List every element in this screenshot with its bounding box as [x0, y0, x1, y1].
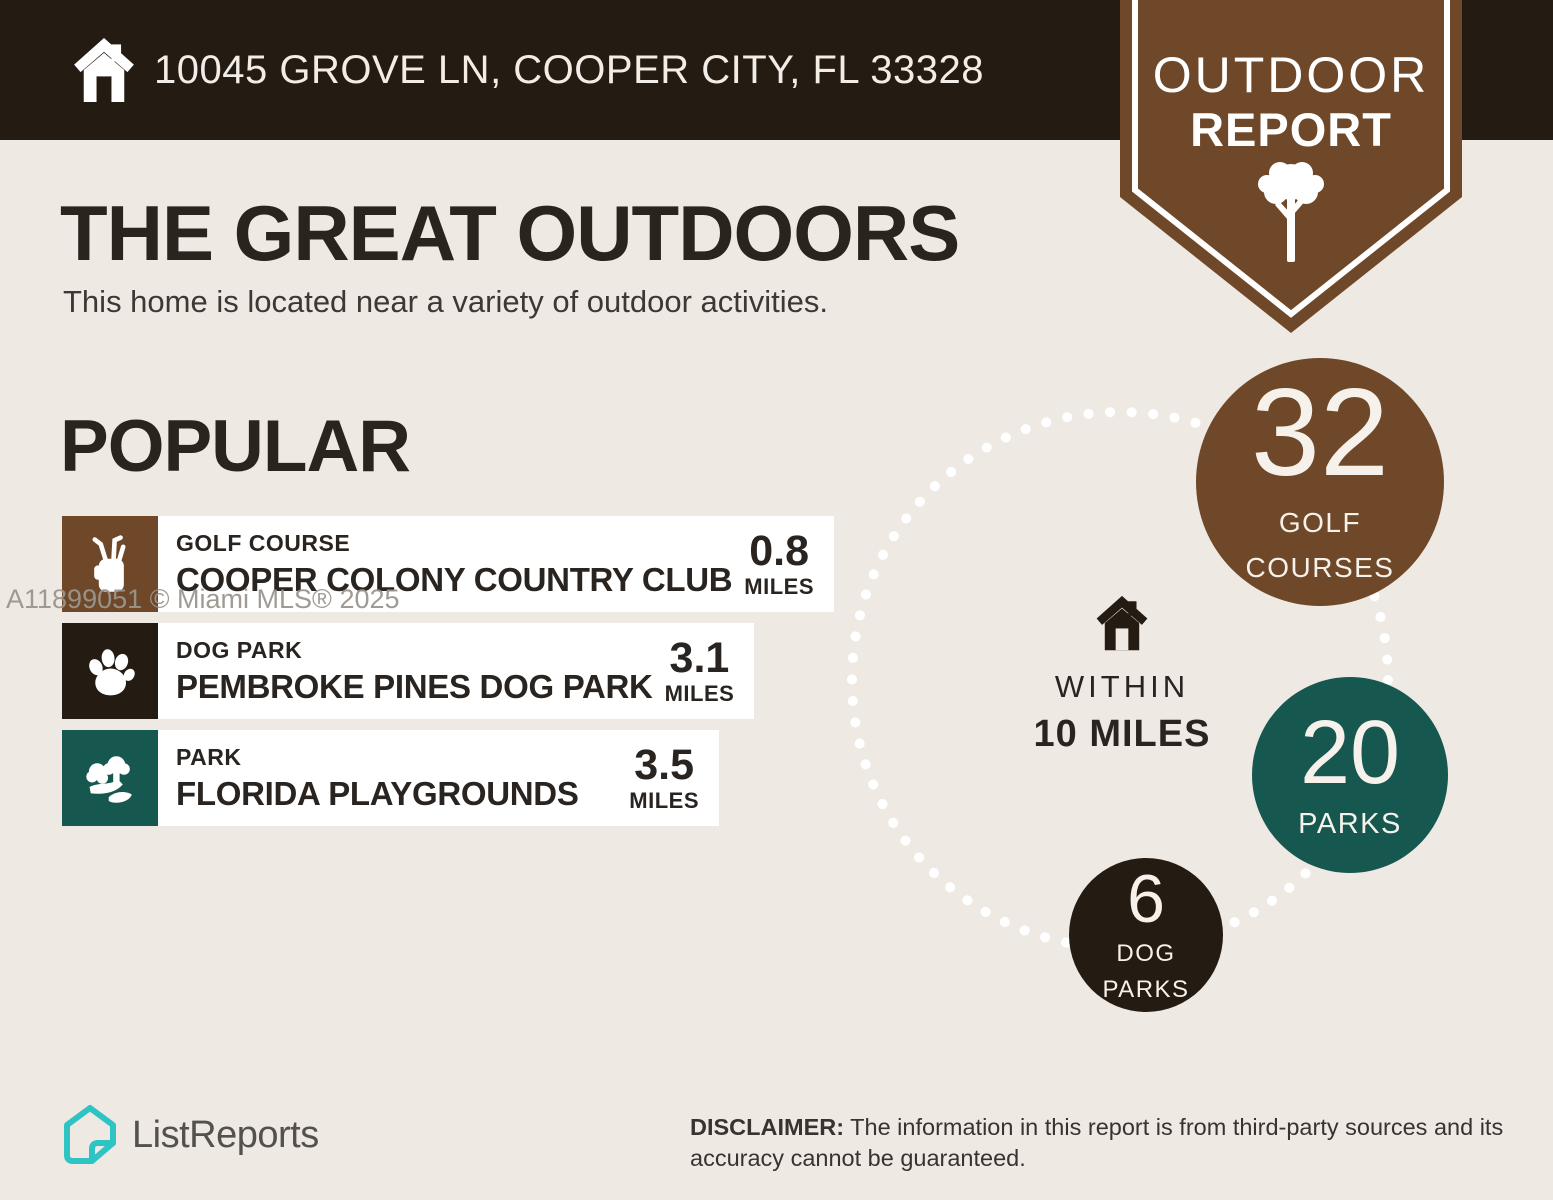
- stat-value: 32: [1251, 364, 1389, 502]
- stat-label-line: PARKS: [1102, 976, 1190, 1003]
- badge-title-line2: REPORT: [1190, 103, 1392, 156]
- listreports-logo: ListReports: [62, 1104, 319, 1166]
- disclaimer: DISCLAIMER: The information in this repo…: [690, 1112, 1510, 1174]
- disclaimer-line2: accuracy cannot be guaranteed.: [690, 1145, 1026, 1172]
- stat-label-line: PARKS: [1298, 807, 1402, 840]
- distance-unit: MILES: [664, 681, 735, 706]
- distance-value: 3.1: [669, 634, 730, 682]
- distance-value: 3.5: [634, 741, 695, 789]
- paw-icon: [62, 623, 158, 719]
- list-item-dog-park: DOG PARK PEMBROKE PINES DOG PARK 3.1 MIL…: [62, 623, 755, 719]
- listreports-icon: [64, 1105, 116, 1164]
- distance-unit: MILES: [629, 788, 699, 813]
- disclaimer-label: DISCLAIMER:: [690, 1114, 845, 1140]
- distance-unit: MILES: [744, 574, 815, 599]
- stat-label-line: COURSES: [1245, 552, 1395, 583]
- home-icon: [1096, 595, 1148, 651]
- item-distance: 0.8 MILES: [744, 530, 814, 598]
- property-address: 10045 GROVE LN, COOPER CITY, FL 33328: [154, 47, 984, 92]
- page-subtitle: This home is located near a variety of o…: [63, 284, 829, 319]
- mls-watermark: A11899051 © Miami MLS® 2025: [6, 584, 400, 614]
- stat-circle-parks: 20 PARKS: [1252, 677, 1448, 873]
- item-distance: 3.5 MILES: [629, 744, 699, 812]
- playground-icon: [62, 730, 158, 826]
- stat-value: 6: [1127, 861, 1165, 937]
- stat-label-line: GOLF: [1278, 507, 1362, 538]
- list-item-golf-course: GOLF COURSE COOPER COLONY COUNTRY CLUB 0…: [62, 516, 835, 612]
- item-name: FLORIDA PLAYGROUNDS: [176, 774, 579, 812]
- disclaimer-line1: The information in this report is from t…: [850, 1114, 1504, 1140]
- item-category: GOLF COURSE: [176, 529, 351, 556]
- badge-title-line1: OUTDOOR: [1153, 47, 1430, 103]
- outdoor-report-badge: OUTDOOR REPORT: [1120, 0, 1462, 333]
- home-icon: [74, 38, 134, 102]
- badge-inner-border: [1132, 0, 1450, 318]
- tree-icon: [1258, 162, 1324, 262]
- item-category: DOG PARK: [176, 636, 303, 663]
- popular-heading: POPULAR: [60, 406, 411, 487]
- item-name: PEMBROKE PINES DOG PARK: [176, 667, 653, 705]
- brand-name: ListReports: [132, 1113, 319, 1156]
- list-item-park: PARK FLORIDA PLAYGROUNDS 3.5 MILES: [62, 730, 719, 826]
- within-radius-label: WITHIN 10 MILES: [1027, 594, 1217, 756]
- list-item-body: GOLF COURSE COOPER COLONY COUNTRY CLUB 0…: [158, 516, 835, 612]
- popular-list: GOLF COURSE COOPER COLONY COUNTRY CLUB 0…: [62, 516, 835, 837]
- page-title: THE GREAT OUTDOORS: [60, 189, 960, 277]
- stat-circle-dog-parks: 6 DOG PARKS: [1069, 858, 1223, 1012]
- stat-label-line: DOG: [1116, 940, 1176, 967]
- stat-circle-golf-courses: 32 GOLF COURSES: [1196, 358, 1444, 606]
- item-name: COOPER COLONY COUNTRY CLUB: [176, 560, 733, 598]
- item-category: PARK: [176, 743, 242, 770]
- stat-value: 20: [1299, 702, 1401, 803]
- distance-value: 0.8: [749, 527, 810, 575]
- within-text: WITHIN: [1054, 669, 1190, 704]
- list-item-body: PARK FLORIDA PLAYGROUNDS 3.5 MILES: [158, 730, 719, 826]
- list-item-body: DOG PARK PEMBROKE PINES DOG PARK 3.1 MIL…: [158, 623, 755, 719]
- item-distance: 3.1 MILES: [665, 637, 735, 705]
- within-distance: 10 MILES: [1033, 713, 1211, 755]
- golf-bag-icon: [62, 516, 158, 612]
